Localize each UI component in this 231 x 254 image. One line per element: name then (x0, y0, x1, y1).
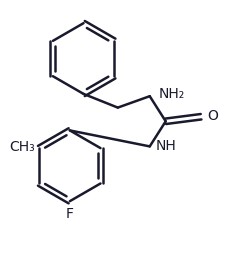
Text: NH₂: NH₂ (159, 87, 185, 101)
Text: NH: NH (155, 139, 176, 153)
Text: CH₃: CH₃ (9, 140, 35, 154)
Text: O: O (207, 109, 218, 123)
Text: F: F (66, 207, 74, 221)
